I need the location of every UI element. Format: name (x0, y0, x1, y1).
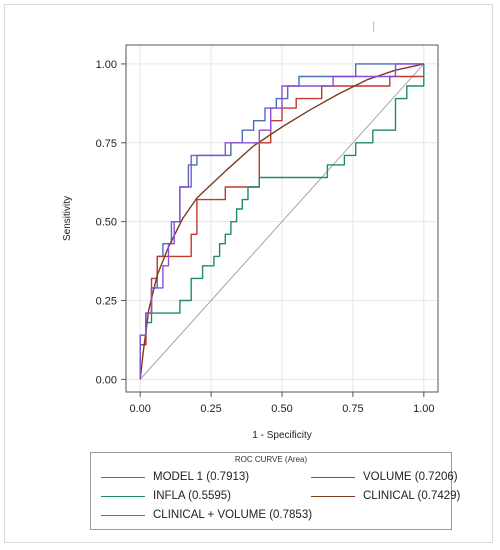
legend-label: VOLUME (0.7206) (363, 471, 458, 483)
series-lines (139, 63, 425, 380)
legend-item: CLINICAL + VOLUME (0.7853) (101, 508, 312, 522)
reference-diagonal (139, 63, 425, 380)
legend-item: MODEL 1 (0.7913) (101, 470, 249, 484)
legend-swatch (101, 514, 145, 516)
chart-frame (4, 4, 493, 543)
legend-swatch (311, 476, 355, 478)
x-tick-label: 0.50 (271, 403, 292, 415)
top-mark: | (372, 19, 375, 33)
series-line-1 (139, 75, 424, 380)
series-line-4 (139, 63, 424, 380)
x-tick-label: 0.25 (200, 403, 221, 415)
axis-ticks: 0.00 0.25 0.50 0.75 1.00 0.00 0.25 0.50 0.75 1.00 (96, 59, 435, 415)
x-axis-label: 1 - Specificity (252, 430, 311, 441)
legend-label: CLINICAL + VOLUME (0.7853) (153, 509, 313, 521)
legend-label: CLINICAL (0.7429) (363, 490, 461, 502)
legend-label: MODEL 1 (0.7913) (153, 471, 250, 483)
roc-chart: 0.00 0.25 0.50 0.75 1.00 0.00 0.25 0.50 0.75 1.00… (62, 19, 439, 441)
y-tick-label: 0.50 (96, 217, 117, 229)
y-tick-label: 0.00 (96, 374, 117, 386)
y-tick-label: 0.25 (96, 296, 117, 308)
legend-item: CLINICAL (0.7429) (311, 489, 460, 503)
legend-title: ROC CURVE (Area) (234, 455, 308, 464)
legend-swatch (101, 495, 145, 497)
legend-label: INFLA (0.5595) (153, 490, 231, 502)
x-tick-label: 0.00 (129, 403, 150, 415)
legend-item: INFLA (0.5595) (101, 489, 231, 503)
y-tick-label: 1.00 (96, 59, 117, 71)
legend-swatch (311, 495, 355, 497)
reference-line (139, 63, 425, 380)
legend: ROC CURVE (Area) MODEL 1 (0.7913) VOLUME … (90, 452, 460, 530)
legend-swatch (101, 476, 145, 478)
series-line-2 (139, 63, 425, 380)
x-tick-label: 0.75 (342, 403, 363, 415)
legend-item: VOLUME (0.7206) (311, 470, 458, 484)
x-tick-label: 1.00 (413, 403, 434, 415)
y-axis-label: Sensitivity (62, 196, 73, 241)
y-tick-label: 0.75 (96, 138, 117, 150)
